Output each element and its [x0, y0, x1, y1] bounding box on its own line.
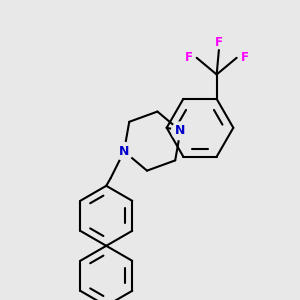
Text: F: F	[240, 51, 248, 64]
Text: F: F	[185, 51, 193, 64]
Circle shape	[115, 142, 133, 160]
Circle shape	[172, 122, 189, 140]
Text: N: N	[119, 145, 129, 158]
Text: N: N	[175, 124, 186, 137]
Text: F: F	[215, 36, 223, 49]
